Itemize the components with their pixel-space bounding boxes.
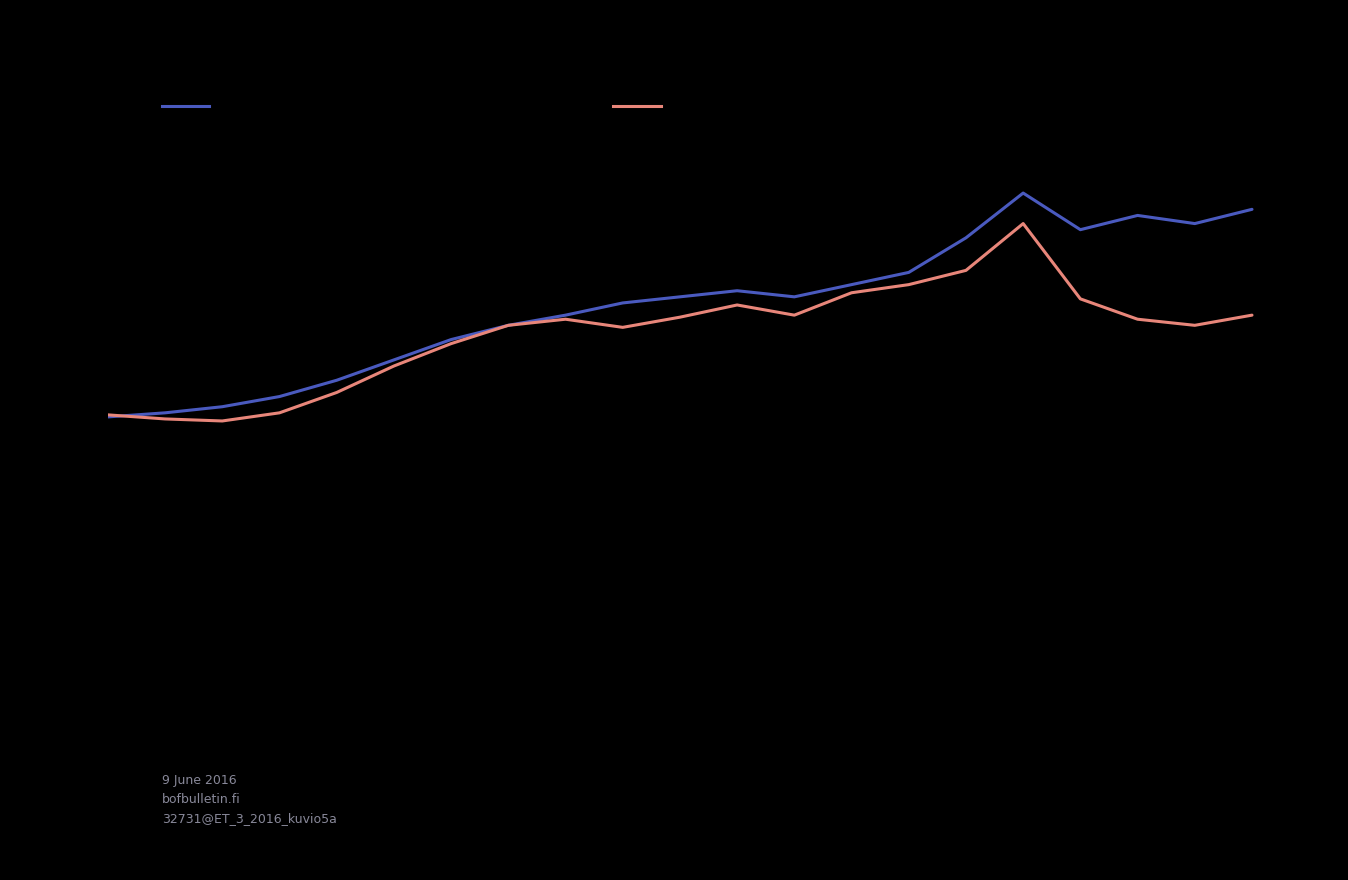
Text: 9 June 2016
bofbulletin.fi
32731@ET_3_2016_kuvio5a: 9 June 2016 bofbulletin.fi 32731@ET_3_20…	[162, 774, 337, 825]
